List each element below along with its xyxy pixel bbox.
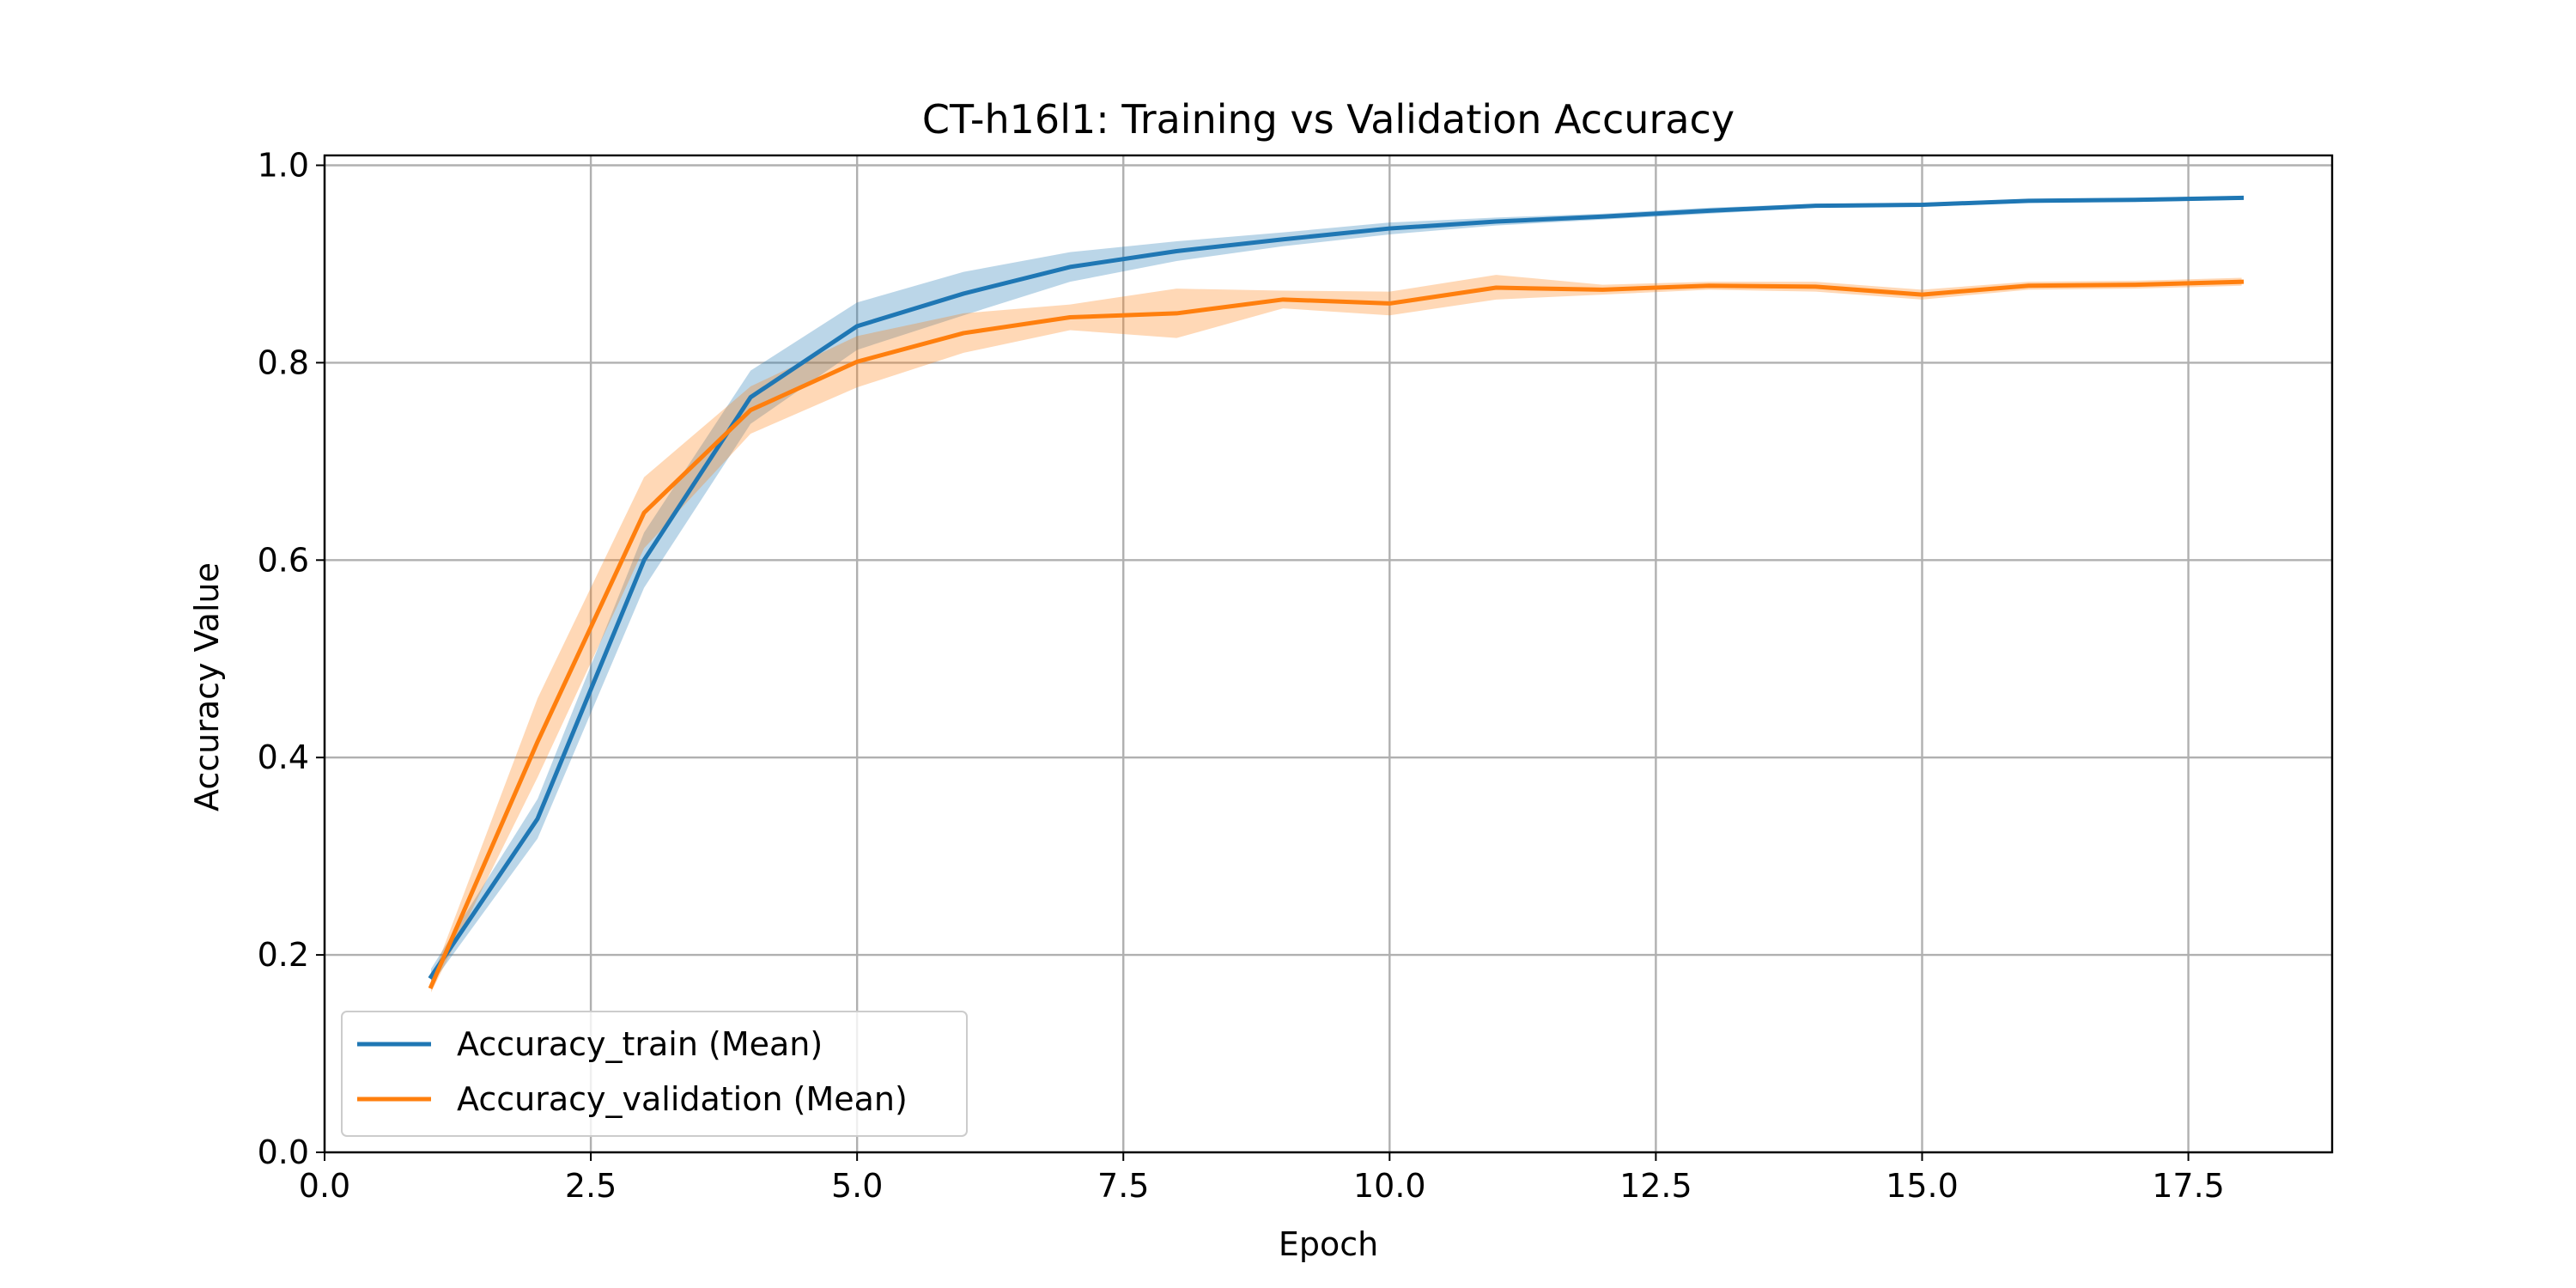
y-axis-title: Accuracy Value: [188, 562, 226, 811]
legend-label-validation: Accuracy_validation (Mean): [457, 1080, 908, 1118]
line-validation: [428, 279, 2245, 990]
legend-label-train: Accuracy_train (Mean): [457, 1025, 823, 1063]
y-tick-label: 0.8: [258, 343, 309, 381]
x-tick-label: 15.0: [1886, 1167, 1959, 1205]
plot-area-frame: [323, 154, 2334, 1154]
series-lines: [428, 195, 2245, 990]
x-axis-title: Epoch: [1279, 1225, 1378, 1263]
y-tick-label: 0.0: [258, 1133, 309, 1171]
y-tick-label: 1.0: [258, 146, 309, 184]
y-tick-label: 0.6: [258, 541, 309, 579]
x-tick-label: 7.5: [1097, 1167, 1149, 1205]
x-tick-label: 0.0: [299, 1167, 350, 1205]
x-tick-label: 10.0: [1353, 1167, 1426, 1205]
legend-box: [341, 1011, 968, 1137]
chart-title: CT-h16l1: Training vs Validation Accurac…: [922, 96, 1735, 143]
y-tick-label: 0.2: [258, 936, 309, 974]
legend: Accuracy_train (Mean) Accuracy_validation…: [341, 1011, 968, 1137]
y-tick-label: 0.4: [258, 738, 309, 776]
axis-ticks: 0.0 2.5 5.0 7.5 10.0 12.5 15.0 17.5 0.0 0.2 0.4 0.6…: [258, 146, 2225, 1205]
x-tick-label: 5.0: [831, 1167, 883, 1205]
x-tick-label: 17.5: [2152, 1167, 2225, 1205]
x-tick-label: 2.5: [565, 1167, 617, 1205]
x-tick-label: 12.5: [1619, 1167, 1692, 1205]
